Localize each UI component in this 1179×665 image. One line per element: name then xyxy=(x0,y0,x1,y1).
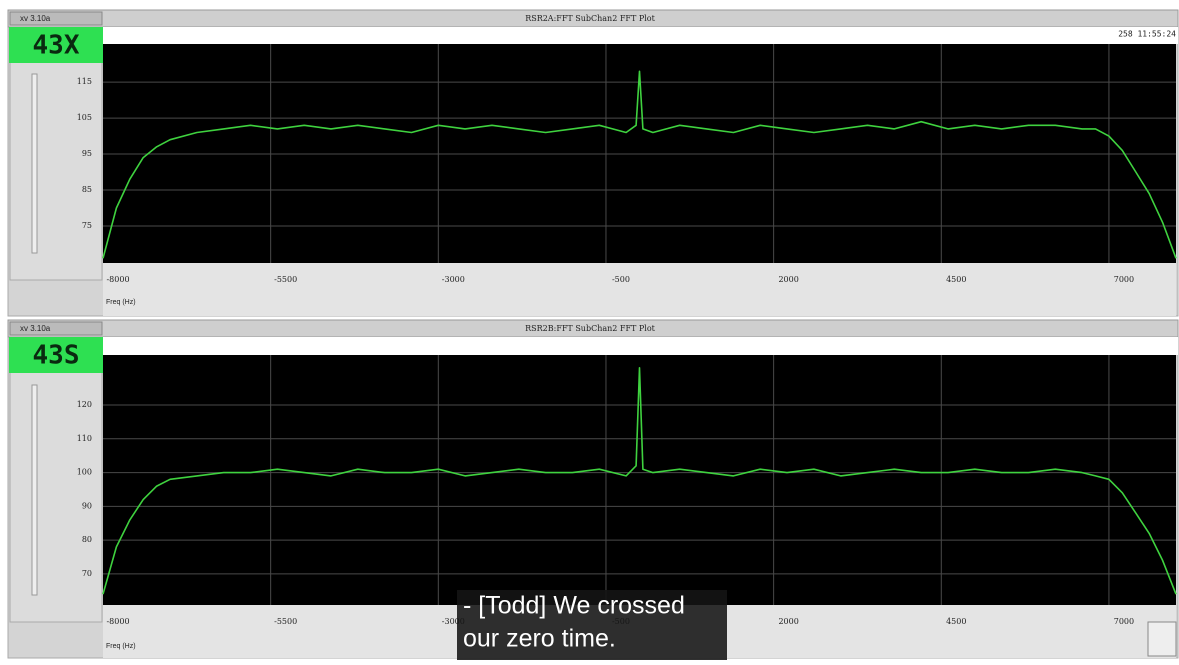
x-tick-label: -5500 xyxy=(274,275,297,284)
x-tick-label: -8000 xyxy=(106,275,129,284)
y-tick-label: 105 xyxy=(77,113,92,122)
info-strip xyxy=(103,27,1178,44)
x-axis-label: Freq (Hz) xyxy=(106,299,136,306)
y-tick-label: 115 xyxy=(77,77,92,86)
y-tick-label: 70 xyxy=(82,569,92,578)
y-tick-label: 100 xyxy=(77,468,92,477)
screen: xv 3.10a RSR2A:FFT SubChan2 FFT Plot 258 1… xyxy=(0,0,1179,660)
x-tick-label: -3000 xyxy=(442,275,465,284)
y-tick-label: 90 xyxy=(82,501,92,510)
plot-area xyxy=(103,355,1176,605)
y-tick-label: 85 xyxy=(82,185,92,194)
x-tick-label: 7000 xyxy=(1114,275,1134,284)
window-title: RSR2B:FFT SubChan2 FFT Plot xyxy=(525,324,655,333)
x-tick-label: -5500 xyxy=(274,617,297,626)
window-title: RSR2A:FFT SubChan2 FFT Plot xyxy=(525,14,655,23)
timestamp: 258 11:55:24 xyxy=(1118,30,1176,39)
y-tick-label: 120 xyxy=(77,400,92,409)
info-strip xyxy=(103,337,1178,355)
caption-line: - [Todd] We crossed xyxy=(463,592,685,620)
left-panel xyxy=(10,337,102,622)
window-label: xv 3.10a xyxy=(20,324,51,333)
x-axis-label: Freq (Hz) xyxy=(106,643,136,650)
axis-strip xyxy=(103,263,1176,316)
y-tick-label: 75 xyxy=(82,221,92,230)
window-label: xv 3.10a xyxy=(20,14,51,23)
scroll-slider xyxy=(32,74,37,253)
corner-icon xyxy=(1148,622,1176,656)
scroll-slider xyxy=(32,385,37,595)
x-tick-label: 4500 xyxy=(946,275,966,284)
x-tick-label: -500 xyxy=(612,275,630,284)
x-tick-label: -8000 xyxy=(106,617,129,626)
caption-line: our zero time. xyxy=(463,625,616,653)
y-tick-label: 110 xyxy=(77,434,92,443)
x-tick-label: 7000 xyxy=(1114,617,1134,626)
x-tick-label: 2000 xyxy=(778,275,798,284)
y-tick-label: 80 xyxy=(82,535,92,544)
x-tick-label: 2000 xyxy=(778,617,798,626)
badge-text: 43S xyxy=(33,341,80,371)
x-tick-label: 4500 xyxy=(946,617,966,626)
y-tick-label: 95 xyxy=(82,149,92,158)
badge-text: 43X xyxy=(33,31,80,61)
